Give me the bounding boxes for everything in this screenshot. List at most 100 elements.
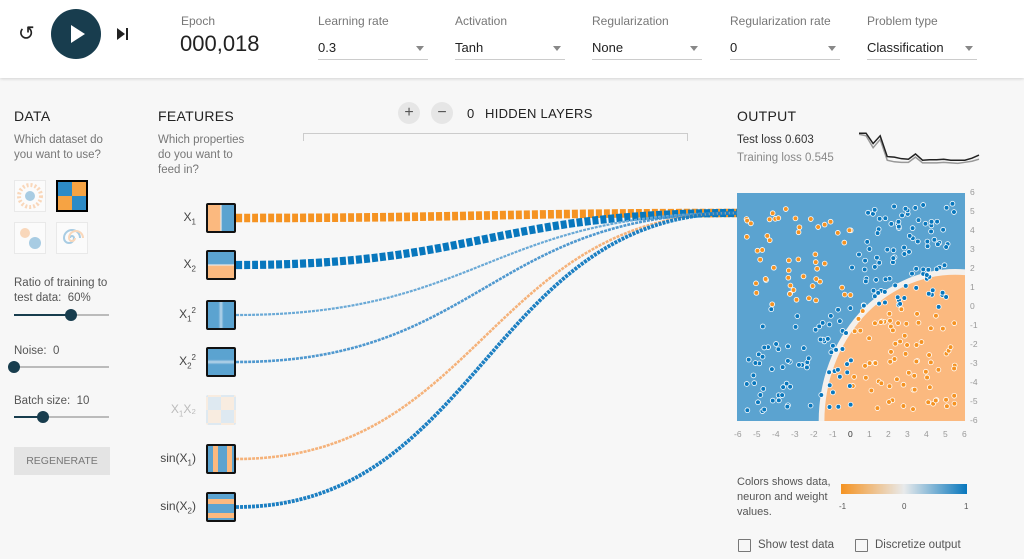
data-point [899,212,905,219]
weight-link[interactable] [235,208,738,223]
data-point [790,287,797,293]
data-point [912,205,919,211]
data-point [895,320,901,326]
data-point [927,384,933,391]
data-point [928,218,935,225]
data-point [752,360,759,366]
step-icon[interactable] [117,28,129,40]
dataset-circle[interactable] [14,180,46,212]
control-select[interactable]: None [592,38,702,60]
regenerate-button[interactable]: REGENERATE [14,447,110,475]
data-point [830,389,836,396]
data-point [776,397,782,404]
data-point [826,321,833,328]
data-point [900,403,907,409]
epoch-value: 000,018 [180,31,260,56]
data-point [874,254,880,261]
data-point [870,287,877,294]
data-point [887,358,893,365]
data-point [844,369,851,376]
data-point [743,381,750,387]
slider-knob[interactable] [37,411,50,423]
y-tick: 1 [970,282,975,292]
data-point [780,384,786,390]
data-point [843,330,849,336]
slider-knob[interactable] [65,309,77,321]
data-point [766,216,773,223]
dataset-gaussian[interactable] [14,222,46,254]
data-point [902,205,909,212]
feature-node[interactable] [206,395,236,425]
remove-layer-button[interactable]: − [431,102,453,124]
data-point [935,366,942,373]
y-tick: 4 [970,225,975,235]
data-point [896,223,902,230]
ratio-slider[interactable] [14,309,109,321]
data-point [901,332,908,339]
play-button[interactable] [51,9,101,59]
data-point [796,362,802,368]
data-point [924,243,931,250]
chevron-down-icon [965,46,973,51]
control-select[interactable]: 0 [730,38,840,60]
control-select[interactable]: Classification [867,38,977,60]
data-point [898,306,905,313]
data-point [920,266,927,273]
discretize-checkbox[interactable] [855,539,868,552]
data-point [785,267,792,274]
noise-slider[interactable] [8,361,109,373]
x-tick: 3 [905,429,910,439]
data-point [951,400,958,407]
weight-link[interactable] [235,208,738,270]
feature-node[interactable] [206,300,236,330]
x-tick: 4 [924,429,929,439]
output-heatmap [737,193,965,421]
control-select[interactable]: Tanh [455,38,565,60]
feature-node[interactable] [206,347,236,377]
data-point [902,283,909,289]
data-point [933,266,940,272]
data-point [882,299,888,306]
feature-node[interactable] [206,444,236,474]
reset-icon[interactable]: ↺ [18,23,35,45]
data-point [941,262,948,269]
data-point [890,327,896,334]
data-point [794,313,801,319]
control-select[interactable]: 0.3 [318,38,428,60]
x-tick: 2 [886,429,891,439]
data-point [886,399,892,405]
features-question: Which properties do you want to feed in? [158,134,245,176]
feature-label: sin(X2) [160,499,196,516]
weight-link[interactable] [235,211,738,317]
dataset-spiral[interactable] [56,222,88,254]
data-point [847,401,854,408]
slider-knob[interactable] [8,361,20,373]
data-point [874,230,881,236]
feature-node[interactable] [206,203,236,233]
weight-link[interactable] [235,211,738,509]
add-layer-button[interactable]: + [398,102,420,124]
data-point [805,355,812,362]
show-test-data-label[interactable]: Show test data [758,539,835,551]
batch-slider[interactable] [14,411,109,423]
data-point [744,234,750,240]
y-tick: 5 [970,206,975,216]
feature-node[interactable] [206,250,236,280]
data-point [825,336,831,342]
feature-node[interactable] [206,492,236,522]
select-value: Tanh [455,40,484,55]
hidden-layers-label: HIDDEN LAYERS [485,106,593,121]
feature-label: X2 [183,257,196,274]
chevron-down-icon [828,46,836,51]
dataset-xor[interactable] [56,180,88,212]
data-point [913,358,920,365]
data-point [837,318,843,324]
data-point [913,342,920,348]
show-test-data-checkbox[interactable] [738,539,751,552]
data-point [759,353,766,360]
discretize-label[interactable]: Discretize output [875,539,961,551]
weight-link[interactable] [235,211,738,461]
weight-link[interactable] [235,211,738,364]
data-point [795,229,802,236]
data-point [911,386,918,393]
